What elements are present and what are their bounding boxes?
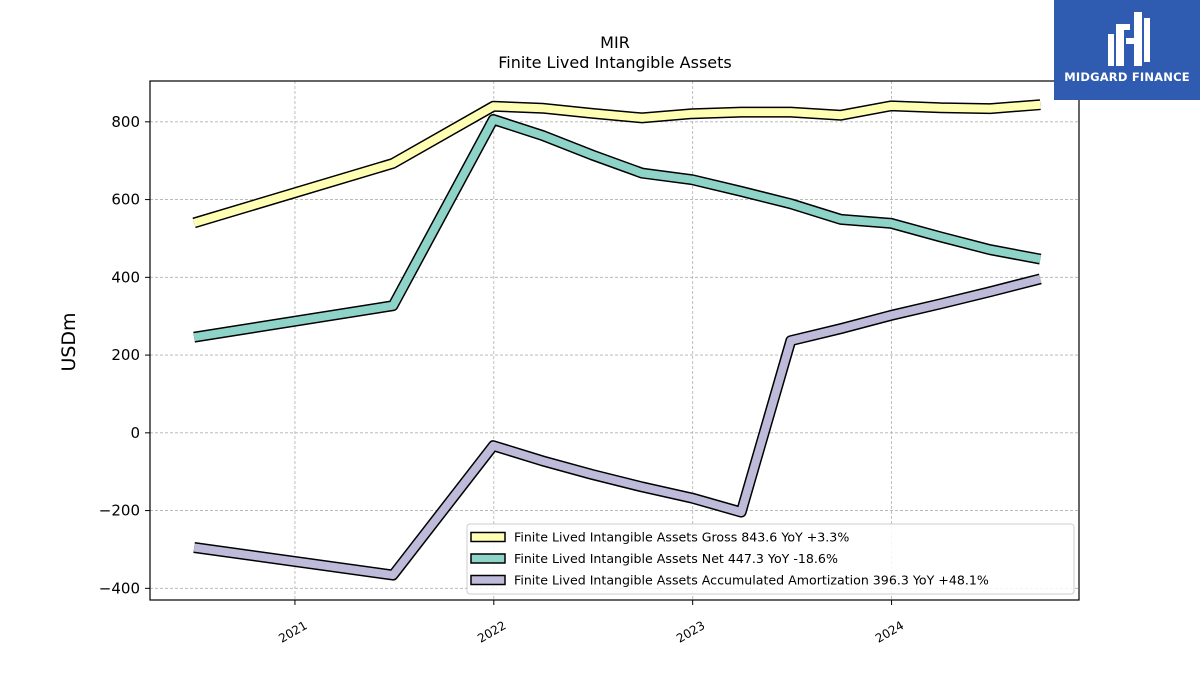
legend-swatch bbox=[470, 553, 506, 564]
series-0 bbox=[192, 99, 1041, 229]
series-line bbox=[193, 275, 1042, 580]
legend-swatch bbox=[470, 531, 506, 543]
y-axis-label: USDm bbox=[58, 312, 80, 371]
y-tick-label: 600 bbox=[111, 191, 140, 209]
series-2 bbox=[193, 273, 1042, 581]
y-tick-label: −400 bbox=[99, 579, 140, 597]
legend-label: Finite Lived Intangible Assets Accumulat… bbox=[514, 573, 989, 588]
grid bbox=[150, 81, 1079, 600]
axis-ticks: −400 −200 0 200 400 600 800 2021 2022 2023 2024 bbox=[99, 113, 906, 646]
x-tick-label: 2022 bbox=[475, 618, 508, 645]
y-tick-label: 800 bbox=[111, 113, 140, 131]
legend-label: Finite Lived Intangible Assets Gross 843… bbox=[514, 530, 849, 545]
y-tick-label: 200 bbox=[111, 346, 140, 364]
brand-logo: MIDGARD FINANCE bbox=[1054, 0, 1200, 100]
y-tick-label: 0 bbox=[130, 424, 140, 442]
y-tick-label: 400 bbox=[111, 268, 140, 286]
series-1 bbox=[193, 114, 1042, 343]
plot-frame bbox=[149, 80, 1080, 601]
y-tick-label: −200 bbox=[99, 502, 140, 520]
legend: Finite Lived Intangible Assets Gross 843… bbox=[466, 523, 1075, 595]
series-layer bbox=[192, 99, 1042, 581]
chart-subtitle: Finite Lived Intangible Assets bbox=[498, 53, 731, 72]
legend-box bbox=[466, 523, 1075, 595]
chart-title: MIR bbox=[600, 33, 630, 52]
x-tick-label: 2021 bbox=[276, 618, 309, 645]
x-tick-label: 2024 bbox=[873, 618, 906, 645]
x-tick-label: 2023 bbox=[674, 618, 707, 645]
series-line bbox=[192, 100, 1041, 227]
logo-icon bbox=[1108, 12, 1150, 66]
legend-label: Finite Lived Intangible Assets Net 447.3… bbox=[514, 551, 838, 566]
series-line bbox=[193, 115, 1042, 342]
legend-swatch bbox=[470, 574, 506, 586]
logo-text: MIDGARD FINANCE bbox=[1064, 70, 1190, 84]
